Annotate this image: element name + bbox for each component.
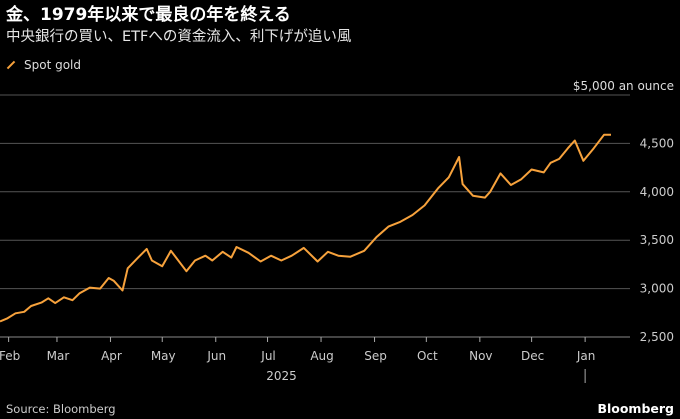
x-tick-label-sep: Sep — [364, 349, 387, 363]
x-tick-label-feb: Feb — [0, 349, 20, 363]
y-tick-label: 4,500 — [640, 136, 674, 150]
chart-title: 金、1979年以来で最良の年を終える — [6, 5, 291, 25]
grid-lines — [0, 94, 630, 338]
x-tick-label-aug: Aug — [310, 349, 333, 363]
x-tick-label-dec: Dec — [521, 349, 544, 363]
x-axis-year-label: 2025 — [266, 369, 297, 383]
series-line-spot-gold — [0, 133, 611, 323]
x-tick-label-jun: Jun — [206, 349, 226, 363]
y-tick-label: 3,000 — [640, 282, 674, 296]
x-axis-ticks: Feb Mar Apr May Jun Jul Aug Sep Oct Nov Dec Jan — [0, 336, 630, 383]
source-note: Source: Bloomberg — [6, 402, 116, 416]
legend-label-spot-gold: Spot gold — [24, 58, 82, 72]
legend: Spot gold — [6, 58, 81, 72]
x-tick-label-jul: Jul — [260, 349, 275, 363]
x-tick-label-may: May — [151, 349, 176, 363]
x-tick-label-nov: Nov — [469, 349, 492, 363]
x-tick-label-jan: Jan — [576, 349, 596, 363]
y-axis-unit-label: $5,000 an ounce — [573, 79, 674, 93]
x-tick-label-mar: Mar — [47, 349, 70, 363]
y-axis-ticks: 2,500 3,000 3,500 4,000 4,500 — [640, 136, 674, 344]
x-tick-label-apr: Apr — [101, 349, 122, 363]
x-tick-label-oct: Oct — [417, 349, 438, 363]
chart-subtitle: 中央銀行の買い、ETFへの資金流入、利下げが追い風 — [6, 29, 352, 45]
y-tick-label: 3,500 — [640, 233, 674, 247]
brand-logo: Bloomberg — [597, 401, 674, 416]
y-tick-label: 4,000 — [640, 185, 674, 199]
y-tick-label: 2,500 — [640, 330, 674, 344]
